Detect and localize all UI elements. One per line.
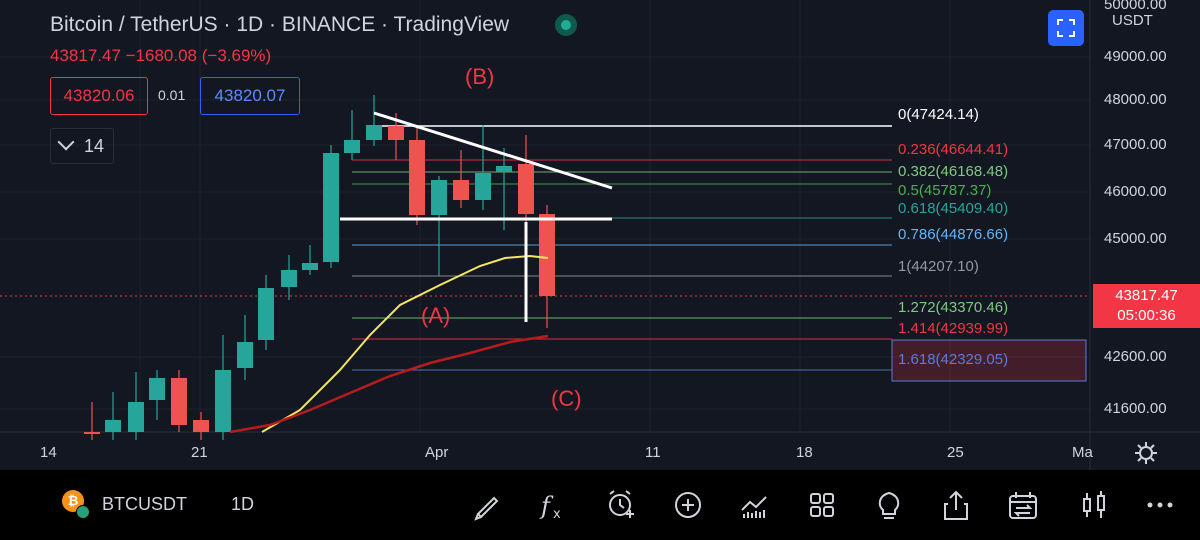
currency-selector[interactable]: USDT xyxy=(1112,12,1153,29)
date-axis-label: Ma xyxy=(1072,444,1093,461)
fib-level-label: 0.5(45787.37) xyxy=(898,182,992,199)
tether-logo-icon xyxy=(76,505,90,519)
spread-value: 0.01 xyxy=(158,87,186,103)
chart-title: Bitcoin / TetherUS · 1D · BINANCE · Trad… xyxy=(50,13,510,36)
fib-level-label: 1.272(43370.46) xyxy=(898,299,1009,316)
candle-body xyxy=(149,378,165,400)
date-axis-label: 25 xyxy=(947,444,964,461)
candle-body xyxy=(323,153,339,262)
fib-level-label: 1.618(42329.05) xyxy=(898,351,1009,368)
fib-level-label: 0(47424.14) xyxy=(898,106,979,123)
candle-body xyxy=(237,342,253,368)
wave-label-a: (A) xyxy=(421,303,451,328)
candle-body xyxy=(496,166,512,172)
fullscreen-button[interactable] xyxy=(1048,10,1084,46)
symbol-button[interactable]: BTCUSDT xyxy=(102,494,187,514)
chevron-down-icon xyxy=(57,133,75,151)
ideas-icon[interactable] xyxy=(872,488,906,522)
share-icon[interactable] xyxy=(939,488,973,522)
candle-body xyxy=(453,180,469,200)
candle-body xyxy=(193,420,209,432)
candle-body xyxy=(171,378,187,425)
price-axis-label: 45000.00 xyxy=(1104,230,1167,247)
draw-icon[interactable] xyxy=(470,488,504,522)
collapse-legend-button[interactable]: 14 xyxy=(50,128,114,164)
date-axis-label: 21 xyxy=(191,444,208,461)
fib-level-label: 0.236(46644.41) xyxy=(898,141,1009,158)
price-axis-label: 41600.00 xyxy=(1104,400,1167,417)
replay-icon[interactable] xyxy=(1006,488,1040,522)
price-axis-label: 42600.00 xyxy=(1104,348,1167,365)
alerts-icon[interactable] xyxy=(604,488,638,522)
candle-body xyxy=(366,125,382,140)
candle-body xyxy=(128,402,144,432)
candle-body xyxy=(281,270,297,287)
compare-icon[interactable] xyxy=(738,488,772,522)
wave-label-b: (B) xyxy=(465,64,495,89)
fib-level-label: 1.414(42939.99) xyxy=(898,320,1009,337)
fib-target-zone xyxy=(891,339,1087,382)
date-axis-label: Apr xyxy=(425,444,449,461)
sell-price-button[interactable]: 43820.06 xyxy=(50,77,148,115)
price-axis-label: 47000.00 xyxy=(1104,136,1167,153)
descending-trendline xyxy=(373,111,613,190)
candle-body xyxy=(258,288,274,340)
date-axis-label: 11 xyxy=(645,444,661,461)
candle-body xyxy=(105,420,121,432)
fib-level-label: 0.618(45409.40) xyxy=(898,200,1009,217)
svg-text:f: f xyxy=(539,492,554,520)
date-axis-label: 14 xyxy=(40,444,57,461)
fib-level-label: 0.786(44876.66) xyxy=(898,226,1009,243)
wave-label-c: (C) xyxy=(551,386,582,411)
candle-body xyxy=(409,140,425,215)
candle-body xyxy=(215,370,231,432)
candle-body xyxy=(344,140,360,153)
price-chart[interactable] xyxy=(0,0,1200,470)
market-status-icon xyxy=(555,14,577,36)
price-axis-label: 49000.00 xyxy=(1104,48,1167,65)
svg-text:x: x xyxy=(553,507,561,522)
candle-countdown: 05:00:36 xyxy=(1117,307,1176,324)
current-price-tag: 43817.47 05:00:36 xyxy=(1093,284,1200,328)
price-axis-label: 48000.00 xyxy=(1104,91,1167,108)
ma-fast-line xyxy=(261,254,549,433)
add-icon[interactable] xyxy=(671,488,705,522)
price-change-readout: 43817.47 −1680.08 (−3.69%) xyxy=(50,46,272,65)
timeframe-button[interactable]: 1D xyxy=(231,494,255,514)
settings-icon[interactable] xyxy=(1134,441,1158,465)
layouts-icon[interactable] xyxy=(805,488,839,522)
candle-body xyxy=(518,164,534,214)
candle-body xyxy=(431,180,447,215)
candle-body xyxy=(84,432,100,434)
indicator-count: 14 xyxy=(83,136,105,156)
candle-body xyxy=(475,173,491,200)
candle-body xyxy=(388,126,404,140)
bottom-toolbar xyxy=(0,470,1200,540)
chart-type-icon[interactable] xyxy=(1078,488,1112,522)
ma-slow-line xyxy=(229,334,549,434)
fullscreen-icon xyxy=(1057,19,1075,37)
price-axis-label: 46000.00 xyxy=(1104,183,1167,200)
date-axis-label: 18 xyxy=(796,444,813,461)
price-axis-label: 50000.00 xyxy=(1104,0,1167,13)
fib-level-label: 1(44207.10) xyxy=(898,258,979,275)
candle-body xyxy=(539,214,555,296)
current-price-value: 43817.47 xyxy=(1115,287,1178,304)
fib-level-label: 0.382(46168.48) xyxy=(898,163,1009,180)
candle-body xyxy=(302,263,318,270)
more-icon[interactable] xyxy=(1144,488,1178,522)
buy-price-button[interactable]: 43820.07 xyxy=(200,77,300,115)
